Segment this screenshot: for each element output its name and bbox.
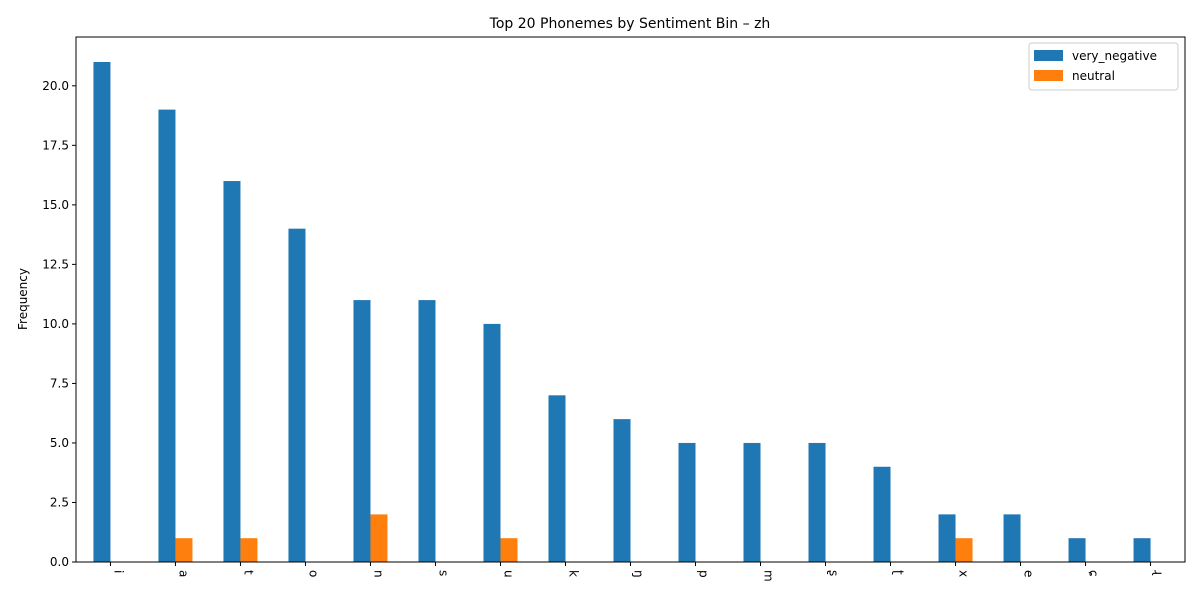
bar-very-negative <box>873 466 891 562</box>
y-axis-label: Frequency <box>16 268 30 330</box>
bar-very-negative <box>613 419 631 562</box>
bar-very-negative <box>678 442 696 562</box>
y-tick-label: 5.0 <box>50 436 69 450</box>
y-tick-label: 17.5 <box>42 138 69 152</box>
y-tick-label: 7.5 <box>50 376 69 390</box>
x-tick-label: ɕ <box>1087 570 1101 577</box>
bar-neutral <box>175 538 193 562</box>
bar-very-negative <box>548 395 566 562</box>
x-tick-label: i <box>111 570 125 573</box>
bars <box>93 62 1151 563</box>
bar-very-negative <box>1003 514 1021 562</box>
x-tick-label: t <box>241 570 255 575</box>
x-tick-label: n <box>371 570 385 578</box>
x-tick-label: ɻ <box>1152 570 1166 576</box>
x-tick-label: a <box>176 570 190 577</box>
bar-very-negative <box>483 323 501 562</box>
y-tick-label: 12.5 <box>42 257 69 271</box>
legend-label: very_negative <box>1072 49 1157 63</box>
bar-very-negative <box>938 514 956 562</box>
y-tick-label: 15.0 <box>42 198 69 212</box>
bar-neutral <box>240 538 258 562</box>
bar-very-negative <box>158 109 176 562</box>
x-tick-label: o <box>306 570 320 577</box>
y-tick-label: 0.0 <box>50 555 69 569</box>
x-tick-label: ʈ <box>892 570 906 575</box>
x-tick-label: e <box>1022 570 1036 577</box>
y-tick-label: 2.5 <box>50 495 69 509</box>
bar-neutral <box>370 514 388 562</box>
bar-very-negative <box>288 228 306 562</box>
bar-very-negative <box>808 442 826 562</box>
bar-neutral <box>500 538 518 562</box>
bar-very-negative <box>93 62 111 562</box>
legend-swatch-very-negative <box>1034 50 1063 61</box>
x-tick-label: ŋ <box>632 570 646 578</box>
bar-very-negative <box>353 300 371 562</box>
bar-very-negative <box>223 181 241 563</box>
chart-title: Top 20 Phonemes by Sentiment Bin – zh <box>489 16 771 32</box>
legend-swatch-neutral <box>1034 70 1063 81</box>
legend-label: neutral <box>1072 69 1115 83</box>
x-tick-label: ʂ <box>827 570 841 576</box>
bar-neutral <box>955 538 973 562</box>
x-tick-label: u <box>501 570 515 578</box>
x-tick-label: s <box>436 570 450 576</box>
y-tick-label: 10.0 <box>42 317 69 331</box>
bar-very-negative <box>1133 538 1151 562</box>
x-tick-label: x <box>957 570 971 577</box>
bar-very-negative <box>418 300 436 562</box>
x-tick-label: k <box>566 570 580 577</box>
x-tick-label: m <box>762 570 776 582</box>
bar-very-negative <box>1068 538 1086 562</box>
y-axis: 0.0 2.5 5.0 7.5 10.0 12.5 15.0 17.5 20.0 <box>42 79 76 569</box>
x-tick-label: p <box>697 570 711 578</box>
bar-very-negative <box>743 442 761 562</box>
y-tick-label: 20.0 <box>42 79 69 93</box>
plot-frame <box>75 36 1186 563</box>
legend-box <box>1028 42 1179 91</box>
